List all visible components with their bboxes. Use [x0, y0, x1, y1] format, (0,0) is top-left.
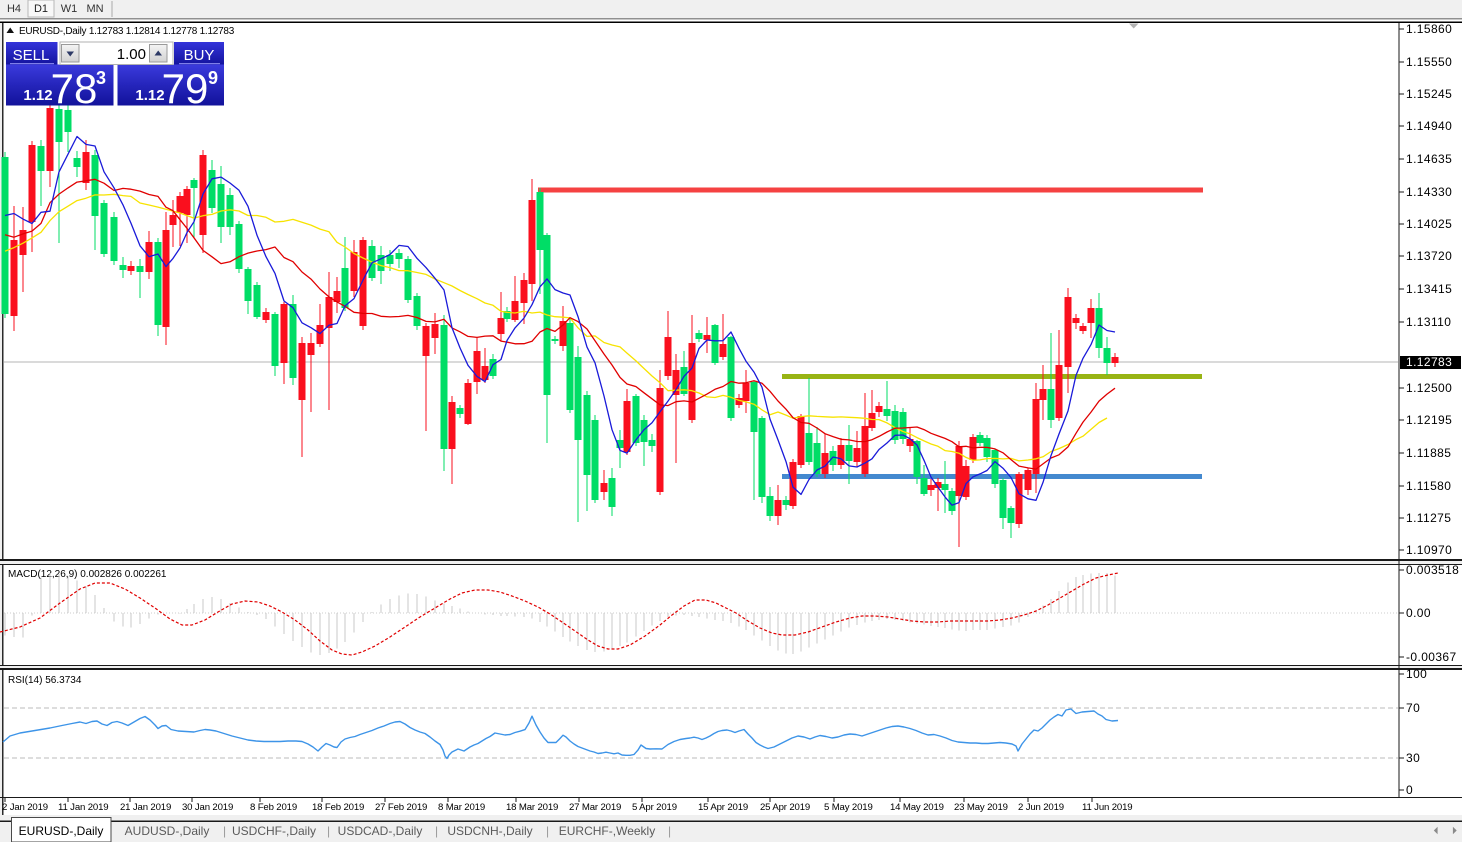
svg-text:1.12783: 1.12783 — [1406, 355, 1452, 369]
svg-text:1.13110: 1.13110 — [1406, 315, 1451, 329]
svg-text:5 May 2019: 5 May 2019 — [824, 802, 873, 813]
svg-text:8 Mar 2019: 8 Mar 2019 — [438, 802, 485, 813]
svg-text:0.003518: 0.003518 — [1406, 563, 1459, 577]
svg-text:2 Jan 2019: 2 Jan 2019 — [2, 802, 48, 813]
svg-text:AUDUSD-,Daily: AUDUSD-,Daily — [125, 824, 210, 838]
svg-text:1.12500: 1.12500 — [1406, 381, 1452, 395]
svg-text:EURCHF-,Weekly: EURCHF-,Weekly — [559, 824, 655, 838]
svg-text:25 Apr 2019: 25 Apr 2019 — [760, 802, 810, 813]
svg-text:MN: MN — [86, 3, 103, 15]
svg-text:9: 9 — [208, 68, 218, 88]
svg-text:2 Jun 2019: 2 Jun 2019 — [1018, 802, 1064, 813]
svg-text:78: 78 — [51, 65, 98, 112]
svg-text:|: | — [223, 824, 226, 838]
svg-text:EURUSD-,Daily 1.12783 1.12814: EURUSD-,Daily 1.12783 1.12814 1.12778 1.… — [19, 26, 235, 37]
svg-text:1.11275: 1.11275 — [1406, 511, 1451, 525]
svg-text:14 May 2019: 14 May 2019 — [890, 802, 944, 813]
svg-text:|: | — [668, 824, 671, 838]
svg-text:W1: W1 — [61, 3, 78, 15]
svg-text:1.11885: 1.11885 — [1406, 446, 1451, 460]
svg-text:H4: H4 — [7, 3, 21, 15]
svg-text:|: | — [546, 824, 549, 838]
svg-text:18 Feb 2019: 18 Feb 2019 — [312, 802, 364, 813]
svg-text:70: 70 — [1406, 701, 1420, 715]
svg-text:1.13415: 1.13415 — [1406, 282, 1452, 296]
svg-text:1.15550: 1.15550 — [1406, 55, 1452, 69]
svg-text:1.14635: 1.14635 — [1406, 152, 1452, 166]
svg-text:1.12: 1.12 — [23, 87, 52, 104]
svg-text:0: 0 — [1406, 783, 1413, 797]
svg-text:79: 79 — [162, 65, 209, 112]
svg-text:21 Jan 2019: 21 Jan 2019 — [120, 802, 171, 813]
svg-text:1.12: 1.12 — [135, 87, 164, 104]
svg-text:1.10970: 1.10970 — [1406, 543, 1452, 557]
svg-text:1.14940: 1.14940 — [1406, 119, 1452, 133]
svg-text:USDCAD-,Daily: USDCAD-,Daily — [338, 824, 423, 838]
svg-text:3: 3 — [96, 68, 106, 88]
svg-text:11 Jan 2019: 11 Jan 2019 — [58, 802, 108, 813]
svg-text:0.00: 0.00 — [1406, 606, 1431, 620]
svg-text:RSI(14) 56.3734: RSI(14) 56.3734 — [8, 675, 82, 686]
svg-text:|: | — [435, 824, 438, 838]
svg-text:1.15245: 1.15245 — [1406, 87, 1452, 101]
svg-text:18 Mar 2019: 18 Mar 2019 — [506, 802, 558, 813]
svg-text:1.14330: 1.14330 — [1406, 185, 1452, 199]
svg-text:27 Mar 2019: 27 Mar 2019 — [569, 802, 621, 813]
svg-text:MACD(12,26,9) 0.002826 0.00226: MACD(12,26,9) 0.002826 0.002261 — [8, 569, 167, 580]
svg-text:1.11580: 1.11580 — [1406, 479, 1451, 493]
svg-text:USDCHF-,Daily: USDCHF-,Daily — [232, 824, 316, 838]
svg-text:23 May 2019: 23 May 2019 — [954, 802, 1008, 813]
svg-text:27 Feb 2019: 27 Feb 2019 — [375, 802, 427, 813]
svg-text:EURUSD-,Daily: EURUSD-,Daily — [19, 824, 104, 838]
svg-text:5 Apr 2019: 5 Apr 2019 — [632, 802, 677, 813]
svg-text:30 Jan 2019: 30 Jan 2019 — [182, 802, 233, 813]
svg-text:1.12195: 1.12195 — [1406, 413, 1452, 427]
svg-text:1.00: 1.00 — [117, 46, 146, 63]
svg-text:SELL: SELL — [13, 47, 50, 64]
svg-text:15 Apr 2019: 15 Apr 2019 — [698, 802, 748, 813]
svg-text:30: 30 — [1406, 751, 1420, 765]
svg-text:1.15860: 1.15860 — [1406, 22, 1452, 36]
svg-text:11 Jun 2019: 11 Jun 2019 — [1082, 802, 1132, 813]
svg-text:BUY: BUY — [184, 47, 215, 64]
svg-text:8 Feb 2019: 8 Feb 2019 — [250, 802, 297, 813]
svg-text:1.13720: 1.13720 — [1406, 249, 1452, 263]
svg-text:-0.00367: -0.00367 — [1406, 650, 1457, 664]
svg-text:|: | — [327, 824, 330, 838]
svg-text:100: 100 — [1406, 667, 1427, 681]
svg-text:1.14025: 1.14025 — [1406, 217, 1452, 231]
svg-text:USDCNH-,Daily: USDCNH-,Daily — [447, 824, 532, 838]
svg-text:D1: D1 — [34, 3, 48, 15]
